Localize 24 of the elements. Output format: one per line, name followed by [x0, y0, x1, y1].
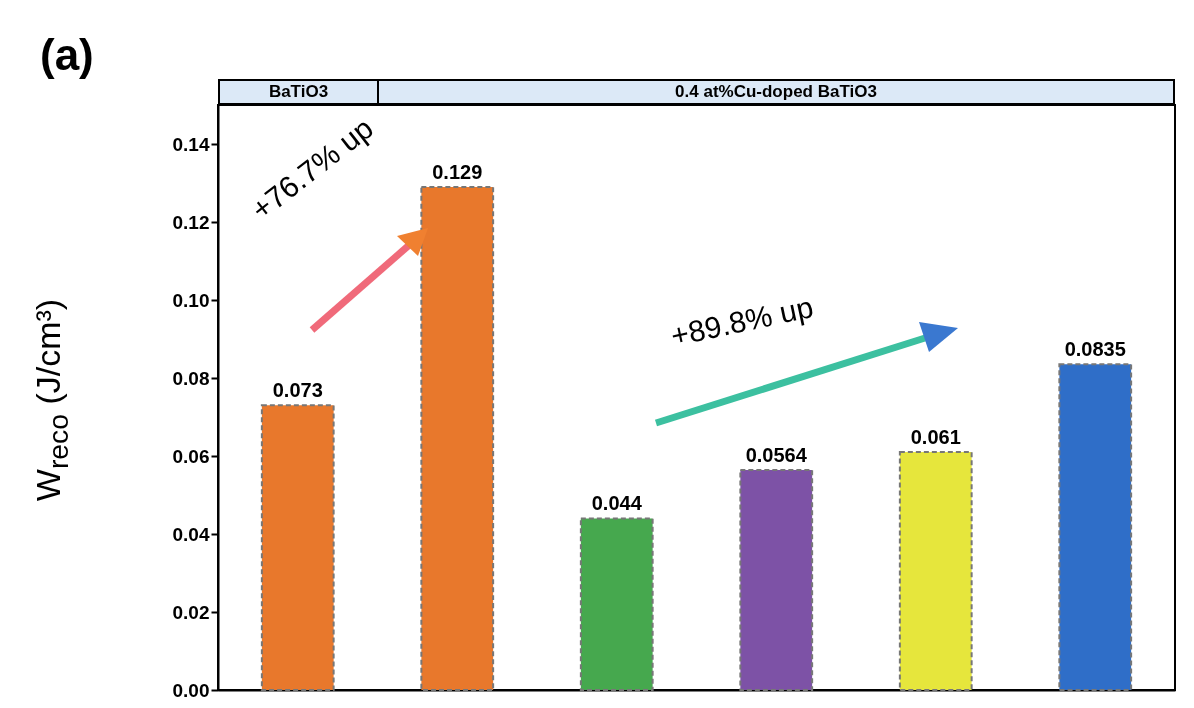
bar: [579, 517, 654, 691]
data-label: 0.044: [591, 492, 643, 515]
y-tick-label: 0.14: [172, 133, 210, 155]
annotation: +89.8% up: [668, 290, 817, 354]
data-label: 0.061: [910, 426, 961, 449]
y-tick-label: 0.06: [172, 445, 210, 467]
bar: [420, 185, 495, 691]
y-tick-label: 0.00: [172, 679, 210, 701]
y-tick-label: 0.08: [172, 367, 210, 389]
bar: [260, 404, 335, 691]
text: BaTiO3: [218, 79, 379, 105]
data-label: 0.0835: [1064, 338, 1126, 361]
data-label: 0.129: [432, 160, 483, 183]
data-label: 0.0564: [745, 444, 808, 467]
y-tick-label: 0.10: [172, 289, 210, 311]
text: 0.4 at%Cu-doped BaTiO3: [377, 79, 1175, 105]
data-label: 0.073: [272, 379, 323, 402]
bar: [1058, 363, 1133, 691]
bar: [898, 451, 973, 691]
chart-title: (a): [40, 30, 94, 80]
y-tick-label: 0.04: [172, 523, 210, 545]
bar: [739, 469, 814, 691]
y-tick-label: 0.12: [172, 211, 210, 233]
y-tick-label: 0.02: [172, 601, 210, 623]
